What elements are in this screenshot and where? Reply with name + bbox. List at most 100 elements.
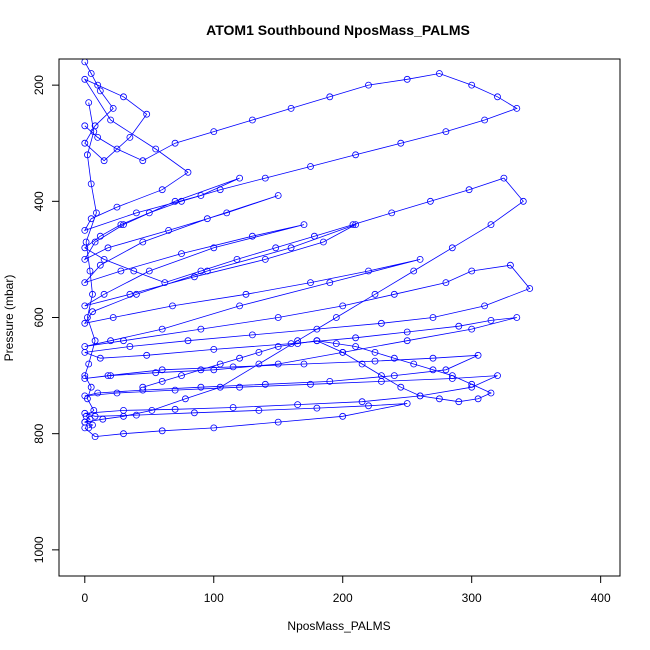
data-point [236,354,244,362]
data-point [165,226,173,234]
data-point [81,302,89,310]
data-point [229,404,237,411]
data-point [487,389,495,397]
data-point [300,360,308,368]
data-point [410,267,418,275]
data-point [81,319,89,327]
data-point [274,192,282,199]
data-point [184,168,192,176]
data-point [255,360,263,368]
data-point [139,238,147,246]
data-point [86,415,94,423]
data-point [96,261,104,269]
data-point [113,145,121,153]
data-point [494,93,501,101]
data-point [352,343,360,350]
data-point [248,116,256,124]
data-point [171,139,179,147]
x-axis-label: NposMass_PALMS [287,619,390,633]
data-point [313,404,321,412]
data-point [184,337,192,345]
y-tick-label: 1000 [32,536,46,563]
data-point [307,163,314,170]
data-point [307,279,314,287]
data-point [287,244,295,252]
data-point [210,345,218,353]
data-point [104,244,112,252]
data-point [352,334,360,342]
data-point [352,151,360,159]
data-point [403,337,411,345]
data-point [339,302,347,310]
data-point [442,128,450,136]
data-point [81,75,89,83]
data-point [216,186,224,194]
data-point [287,340,295,348]
y-tick-label: 400 [32,191,46,211]
data-point [468,267,476,275]
data-point [85,424,93,432]
data-point [339,412,347,420]
y-tick-label: 600 [32,307,46,327]
data-point [120,430,127,438]
data-point [494,372,501,380]
data-point [94,81,102,89]
data-point [104,372,112,380]
data-point [126,290,134,298]
data-point [100,255,108,263]
data-point [274,418,282,426]
series-line [142,340,492,403]
data-point [506,261,514,269]
data-point [143,110,151,118]
data-point [109,105,117,112]
data-point [487,221,495,229]
data-point [223,209,231,217]
data-point [107,116,114,124]
data-point [468,81,476,89]
data-point [107,337,114,345]
data-point [171,386,179,394]
data-point [81,279,89,287]
x-tick-label: 400 [591,591,611,605]
data-point [84,395,91,403]
data-point [152,145,160,153]
data-point [319,238,327,246]
data-point [403,75,411,83]
data-point [130,267,138,275]
data-point [85,360,93,368]
data-point [117,221,125,229]
data-point [242,290,250,298]
data-point [365,402,372,410]
data-point [169,302,176,310]
data-point [261,255,269,263]
data-point [429,354,437,362]
data-point [442,366,450,374]
data-point [332,314,340,321]
data-point [91,433,99,441]
data-point [236,302,244,310]
data-point [481,302,489,310]
series-line [83,61,531,438]
data-point [210,128,218,136]
data-point [100,157,108,165]
y-axis-label: Pressure (mbar) [2,275,16,362]
data-point [339,348,347,356]
data-point [255,348,263,356]
data-point [90,128,98,136]
data-point [197,383,205,391]
data-point [377,319,385,327]
data-point [94,133,102,141]
data-point [261,174,269,182]
y-tick-label: 800 [32,423,46,443]
x-axis: 0 100 200 300 400 [81,575,611,605]
data-point [81,418,89,426]
data-point [190,273,198,281]
data-point [435,395,443,403]
data-point [203,267,211,275]
data-point [287,105,295,112]
data-point [178,250,185,258]
data-point [113,203,121,211]
data-point [171,405,179,413]
data-point [197,192,205,199]
